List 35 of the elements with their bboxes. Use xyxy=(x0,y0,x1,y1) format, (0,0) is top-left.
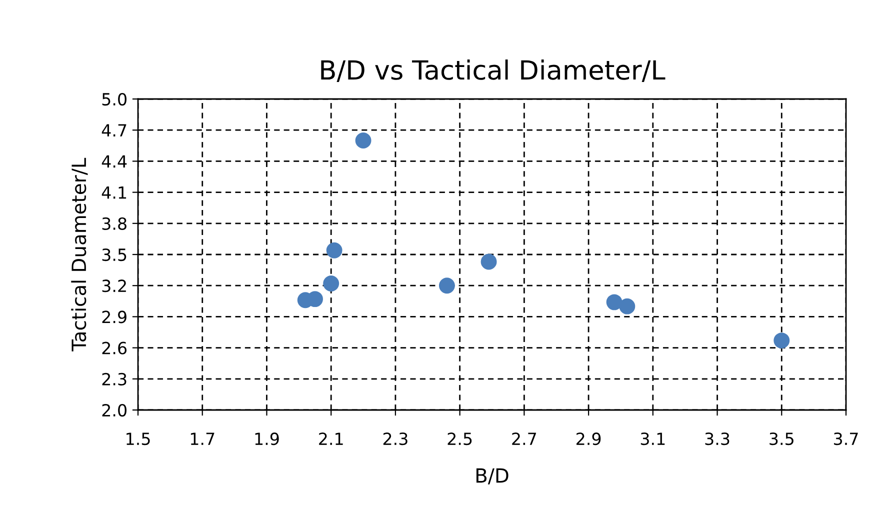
y-tick-label: 4.7 xyxy=(102,124,126,136)
x-tick-label: 2.1 xyxy=(319,432,343,445)
point xyxy=(438,278,455,294)
y-tick-label: 5.0 xyxy=(102,92,126,106)
point xyxy=(619,298,636,314)
x-tick-label: 3.3 xyxy=(705,432,730,446)
point xyxy=(307,291,323,308)
point xyxy=(480,254,497,270)
point xyxy=(774,332,790,349)
y-tick-label: 2.6 xyxy=(102,342,127,354)
point xyxy=(606,294,622,310)
y-tick-label: 3.5 xyxy=(102,248,126,262)
x-tick-label: 2.7 xyxy=(512,432,536,445)
point xyxy=(355,132,372,148)
chart-title: B/D vs Tactical Diameter/L xyxy=(321,60,666,82)
y-tick-label: 3.2 xyxy=(102,280,126,292)
x-tick-label: 3.7 xyxy=(834,432,858,446)
x-tick-label: 2.3 xyxy=(383,432,408,446)
x-tick-label: 1.7 xyxy=(190,432,214,445)
x-tick-label: 2.5 xyxy=(448,432,472,446)
y-tick-label: 2.3 xyxy=(102,372,126,386)
y-tick-label: 3.8 xyxy=(102,217,126,230)
y-axis-title: Tactical Duameter/L xyxy=(71,158,88,352)
x-tick-label: 1.9 xyxy=(255,432,279,446)
point xyxy=(323,276,340,292)
x-tick-label: 3.1 xyxy=(640,432,665,446)
x-axis-title: B/D xyxy=(476,468,508,484)
y-tick-label: 4.1 xyxy=(102,186,126,199)
point xyxy=(326,242,342,258)
y-tick-label: 2.0 xyxy=(102,404,126,417)
x-tick-label: 2.9 xyxy=(576,432,601,446)
x-tick-label: 1.5 xyxy=(126,432,150,446)
y-tick-label: 4.4 xyxy=(102,155,127,168)
x-tick-label: 3.5 xyxy=(770,432,794,446)
y-tick-label: 2.9 xyxy=(102,310,126,324)
